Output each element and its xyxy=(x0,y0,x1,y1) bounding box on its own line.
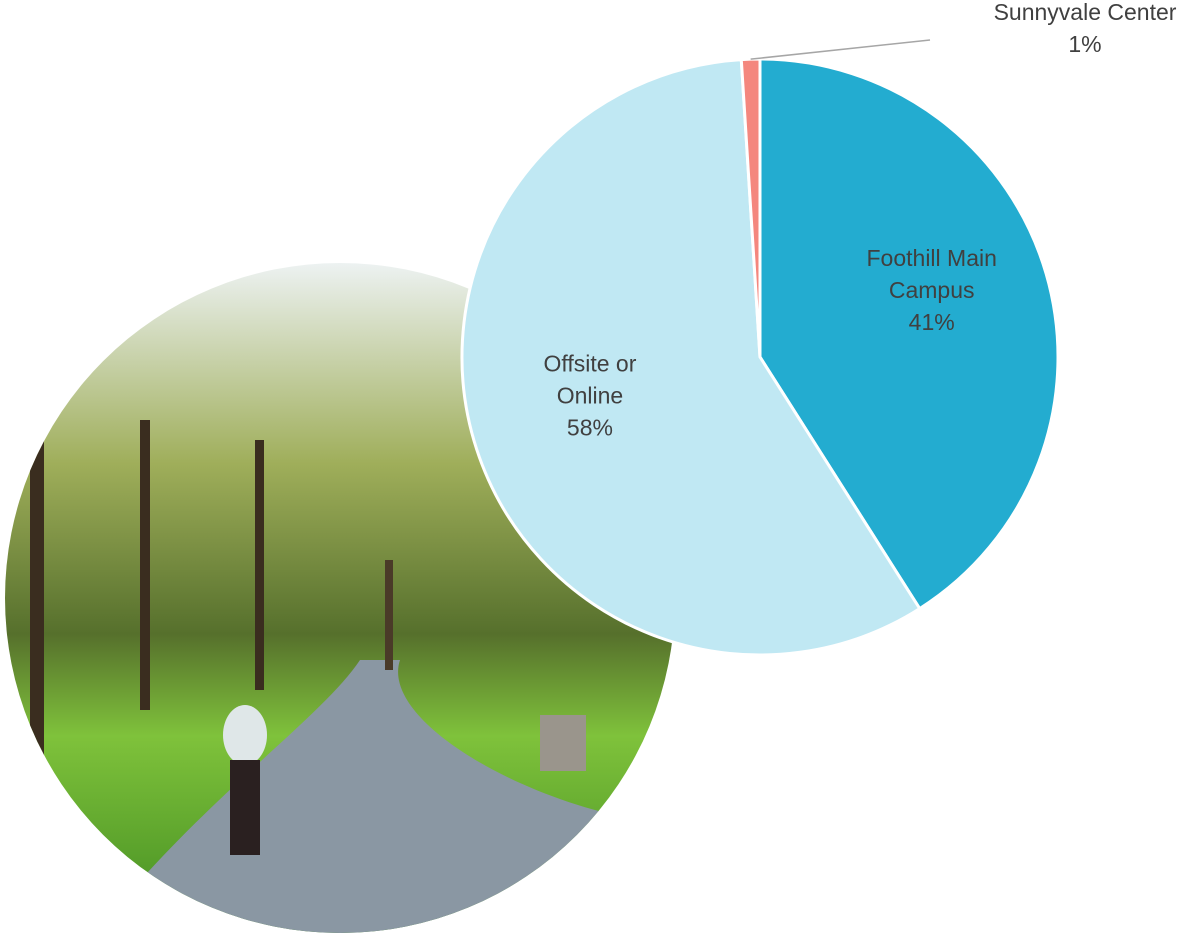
pie-slice xyxy=(739,57,762,358)
pie-slice xyxy=(758,57,1060,611)
category-label: Sunnyvale Center xyxy=(994,0,1177,25)
slice-label: Foothill Main Campus 41% xyxy=(867,245,997,335)
category-label: Foothill Main xyxy=(867,245,997,271)
value-label: 41% xyxy=(909,309,955,335)
category-label: Campus xyxy=(889,277,975,303)
category-label: Offsite or xyxy=(544,350,637,376)
pie xyxy=(460,57,1060,657)
slice-label: Offsite or Online 58% xyxy=(544,350,637,440)
pie-slice xyxy=(460,57,922,657)
value-label: 58% xyxy=(567,414,613,440)
category-label: Online xyxy=(557,382,623,408)
slice-label: Sunnyvale Center 1% xyxy=(994,0,1177,57)
leader-line xyxy=(750,39,931,60)
value-label: 1% xyxy=(1068,31,1101,57)
